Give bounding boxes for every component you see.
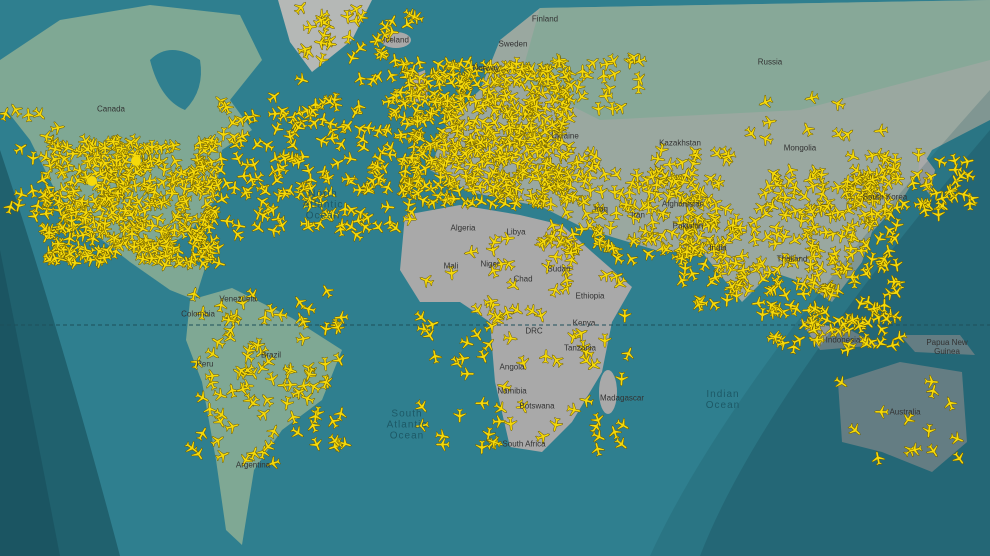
country-label: South Africa: [502, 439, 546, 449]
country-label: Argentina: [235, 460, 271, 470]
country-label: DRC: [525, 326, 543, 336]
ocean-label: Indian Ocean: [705, 389, 741, 411]
country-label: Finland: [531, 14, 559, 24]
country-label: Peru: [196, 359, 214, 369]
ocean-label: South Atlantic Ocean: [386, 408, 428, 442]
country-label: Kenya: [572, 318, 596, 328]
madagascar: [599, 370, 617, 414]
country-label: Iceland: [383, 35, 409, 45]
country-label: Libya: [506, 227, 526, 237]
country-label: South Korea: [862, 192, 908, 202]
country-label: India: [709, 243, 727, 253]
country-label: Brazil: [260, 350, 282, 360]
country-label: Mongolia: [783, 143, 817, 153]
country-label: Thailand: [776, 254, 808, 264]
country-label: Ethiopia: [575, 291, 605, 301]
africa: [400, 205, 632, 452]
country-label: Colombia: [181, 309, 215, 319]
country-label: Chad: [513, 274, 533, 284]
country-label: Canada: [96, 104, 126, 114]
country-label: Mali: [443, 261, 459, 271]
country-label: Niger: [480, 259, 500, 269]
country-label: Afghanistan: [661, 199, 705, 209]
country-label: Kazakhstan: [659, 138, 701, 148]
country-label: Iran: [631, 210, 645, 220]
country-label: Ukraine: [551, 131, 579, 141]
country-label: Madagascar: [599, 393, 645, 403]
country-label: Angola: [499, 362, 525, 372]
country-label: Iraq: [594, 204, 608, 214]
country-label: Sweden: [498, 39, 528, 49]
country-label: Sudan: [547, 264, 571, 274]
papua: [900, 335, 975, 355]
country-label: Australia: [889, 407, 921, 417]
country-label: Venezuela: [219, 294, 257, 304]
hudson-bay: [150, 50, 201, 110]
country-label: Botswana: [519, 401, 555, 411]
airport-highlight[interactable]: [131, 156, 141, 166]
country-label: Pakistan: [672, 221, 704, 231]
iceland: [381, 32, 411, 48]
country-label: Namibia: [497, 386, 527, 396]
country-label: Algeria: [450, 223, 476, 233]
country-label: Norway: [472, 63, 500, 73]
country-label: Papua New Guinea: [926, 338, 968, 356]
country-label: Tanzania: [563, 343, 597, 353]
country-label: Russia: [757, 57, 783, 67]
ocean-label: North Atlantic Ocean: [302, 188, 344, 222]
airport-highlight[interactable]: [87, 176, 97, 186]
country-label: Indonesia: [825, 335, 861, 345]
